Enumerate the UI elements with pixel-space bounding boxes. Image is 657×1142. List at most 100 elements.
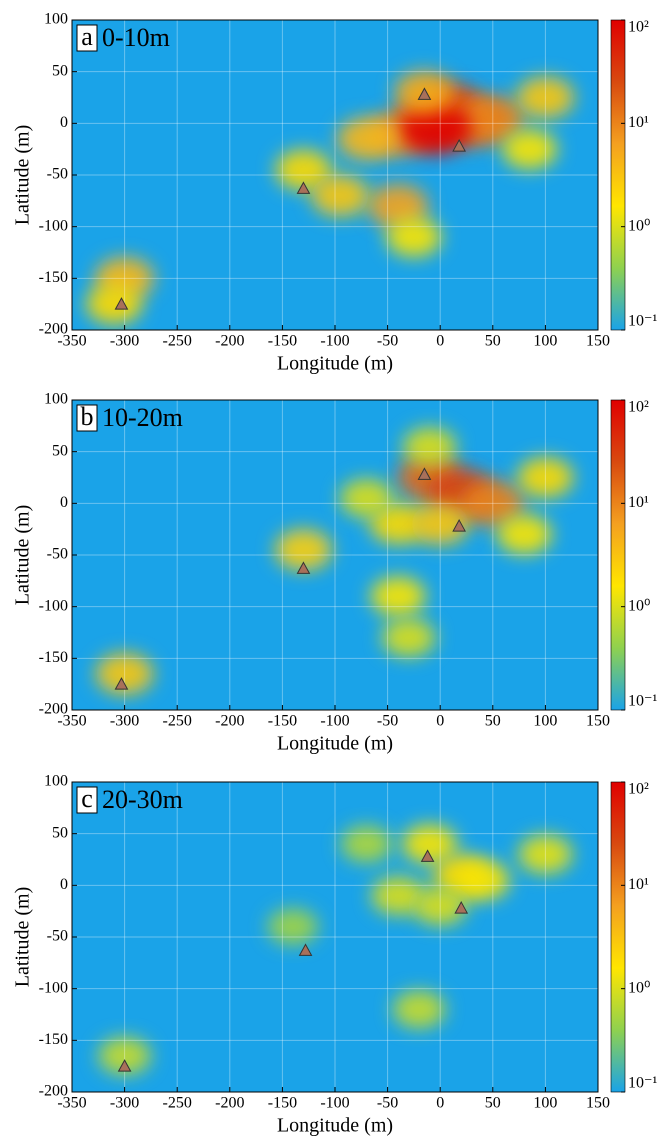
- y-tick-label: 50: [52, 824, 68, 841]
- x-tick-label: -250: [163, 713, 192, 730]
- colorbar-tick-label: 10⁻¹: [628, 313, 657, 330]
- y-tick-label: -200: [39, 321, 68, 338]
- panel-label-box: [76, 24, 98, 52]
- y-tick-label: -200: [39, 1083, 68, 1100]
- heat-spot: [392, 990, 446, 1029]
- x-tick-label: 150: [586, 333, 610, 350]
- station-marker: [114, 297, 129, 310]
- panel-label-box: [76, 786, 98, 814]
- x-tick-label: -50: [377, 713, 398, 730]
- y-tick-label: 50: [52, 62, 68, 79]
- plot-background: [72, 20, 598, 330]
- y-tick-label: 0: [60, 114, 68, 131]
- x-tick-label: 50: [485, 333, 501, 350]
- heat-spot: [267, 908, 319, 945]
- heat-spot: [337, 117, 397, 161]
- y-tick-label: 50: [52, 442, 68, 459]
- plot-background: [72, 782, 598, 1092]
- x-tick-label: -150: [268, 1095, 297, 1112]
- station-marker: [420, 849, 435, 862]
- station-marker: [298, 943, 313, 956]
- y-tick-label: 0: [60, 876, 68, 893]
- y-tick-label: -50: [47, 166, 68, 183]
- heat-spot: [461, 95, 525, 141]
- y-tick-label: -100: [39, 979, 68, 996]
- plot-background: [72, 400, 598, 710]
- heat-spot: [367, 184, 429, 228]
- x-tick-label: 150: [586, 713, 610, 730]
- colorbar-tick-label: 10⁻¹: [628, 693, 657, 710]
- station-marker: [114, 677, 129, 690]
- panel: -350 -300 -250 -200 -150 -100 -50 0 50 100 150 -200…: [12, 773, 657, 1137]
- x-tick-label: -50: [377, 333, 398, 350]
- heat-spot: [413, 886, 467, 926]
- heat-spot: [502, 129, 558, 170]
- x-tick-label: -250: [163, 333, 192, 350]
- station-marker: [452, 519, 466, 532]
- station-marker: [452, 139, 466, 152]
- heat-spot: [98, 1036, 151, 1075]
- heat-spot: [461, 480, 525, 526]
- heat-spot: [403, 427, 457, 466]
- x-tick-label: -250: [163, 1095, 192, 1112]
- y-tick-label: -150: [39, 649, 68, 666]
- y-tick-label: 100: [44, 11, 68, 28]
- y-tick-label: -50: [47, 546, 68, 563]
- y-tick-label: -200: [39, 701, 68, 718]
- station-marker: [117, 1059, 132, 1072]
- y-tick-label: 100: [44, 391, 68, 408]
- heat-spot: [339, 478, 394, 518]
- x-tick-label: 50: [485, 713, 501, 730]
- station-marker: [454, 901, 469, 914]
- station-marker: [417, 87, 432, 100]
- x-tick-label: 0: [436, 1095, 444, 1112]
- colorbar-tick-label: 10²: [628, 781, 649, 798]
- x-tick-label: 100: [533, 1095, 557, 1112]
- panel-label: c: [81, 784, 93, 813]
- heat-spot: [370, 576, 426, 617]
- y-tick-label: -150: [39, 269, 68, 286]
- heat-layer: [98, 824, 573, 1075]
- plot-frame: [71, 781, 599, 1093]
- x-tick-label: 100: [533, 713, 557, 730]
- heat-spot: [386, 217, 442, 257]
- x-tick-label: -150: [268, 333, 297, 350]
- y-axis-title: Latitude (m): [12, 505, 34, 606]
- heat-spot: [275, 149, 332, 191]
- colorbar-tick-label: 10¹: [628, 876, 649, 893]
- x-tick-label: -100: [320, 333, 349, 350]
- colorbar-tick-label: 10⁰: [628, 597, 650, 614]
- y-tick-label: -100: [39, 597, 68, 614]
- heat-spot: [381, 618, 436, 658]
- x-tick-label: 50: [485, 1095, 501, 1112]
- x-tick-label: -200: [215, 333, 244, 350]
- x-tick-label: -100: [320, 1095, 349, 1112]
- heat-spot: [518, 834, 573, 874]
- x-tick-label: -350: [57, 333, 86, 350]
- panel-title: 20-30m: [102, 785, 183, 814]
- x-axis-title: Longitude (m): [277, 353, 393, 375]
- heat-spot: [86, 283, 143, 325]
- colorbar-tick-label: 10⁻¹: [628, 1075, 657, 1092]
- station-marker: [417, 467, 432, 480]
- plot-frame: [71, 399, 599, 711]
- x-tick-label: -200: [215, 1095, 244, 1112]
- x-axis-title: Longitude (m): [277, 1115, 393, 1137]
- colorbar-tick-label: 10⁰: [628, 217, 650, 234]
- colorbar-tick-label: 10¹: [628, 494, 649, 511]
- x-tick-label: -200: [215, 713, 244, 730]
- y-tick-label: -50: [47, 928, 68, 945]
- heat-spot: [274, 529, 332, 571]
- x-tick-label: -350: [57, 1095, 86, 1112]
- heat-spot: [516, 76, 575, 119]
- colorbar-tick-label: 10²: [628, 19, 649, 36]
- x-tick-label: 100: [533, 333, 557, 350]
- x-axis-title: Longitude (m): [277, 733, 393, 755]
- panel-label-box: [76, 404, 98, 432]
- station-marker: [296, 561, 311, 574]
- colorbar-tick-label: 10¹: [628, 114, 649, 131]
- colorbar-tick-label: 10²: [628, 399, 649, 416]
- colorbar: [610, 399, 626, 711]
- x-tick-label: -100: [320, 713, 349, 730]
